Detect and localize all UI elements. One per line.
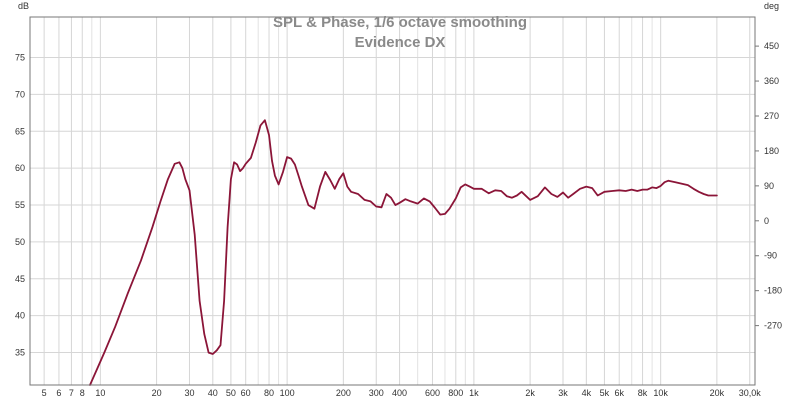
y2-axis-unit: deg xyxy=(764,1,779,11)
y2-tick-label: -180 xyxy=(764,286,782,296)
x-axis: 5 6 7 8 10 20 30 40 50 60 80 100 200 300 400 600 800 1k 2k… xyxy=(42,388,762,398)
x-tick-label: 1k xyxy=(469,388,479,398)
y2-tick-label: 90 xyxy=(764,181,774,191)
x-tick-label: 3k xyxy=(558,388,568,398)
x-tick-label: 800 xyxy=(448,388,463,398)
x-tick-label: 7 xyxy=(69,388,74,398)
x-tick-label: 200 xyxy=(336,388,351,398)
y2-tick-label: 450 xyxy=(764,41,779,51)
y-tick-label: 35 xyxy=(15,348,25,358)
x-tick-label: 50 xyxy=(226,388,236,398)
plot-frame xyxy=(29,16,756,386)
x-tick-label: 40 xyxy=(208,388,218,398)
y-tick-label: 45 xyxy=(15,274,25,284)
y-axis-right: -270 -180 -90 0 90 180 270 360 450 xyxy=(755,41,782,331)
y-tick-label: 65 xyxy=(15,126,25,136)
x-tick-label: 5 xyxy=(42,388,47,398)
x-tick-label: 2k xyxy=(525,388,535,398)
x-tick-label: 10 xyxy=(95,388,105,398)
x-tick-label: 8 xyxy=(80,388,85,398)
x-tick-label: 8k xyxy=(638,388,648,398)
x-tick-label: 20k xyxy=(710,388,725,398)
grid xyxy=(30,17,755,385)
x-tick-label: 5k xyxy=(600,388,610,398)
y2-tick-label: -90 xyxy=(764,251,777,261)
y-tick-label: 70 xyxy=(15,89,25,99)
x-tick-label: 400 xyxy=(392,388,407,398)
y2-tick-label: 180 xyxy=(764,146,779,156)
x-tick-label: 20 xyxy=(152,388,162,398)
series-layer xyxy=(89,119,718,386)
spl-series-line-0 xyxy=(89,119,718,386)
chart-title: SPL & Phase, 1/6 octave smoothing xyxy=(273,14,527,31)
x-tick-label: 30,0k xyxy=(739,388,762,398)
x-tick-label: 100 xyxy=(280,388,295,398)
y2-tick-label: 360 xyxy=(764,76,779,86)
x-tick-label: 6 xyxy=(56,388,61,398)
y2-tick-label: 270 xyxy=(764,111,779,121)
x-tick-label: 6k xyxy=(614,388,624,398)
y-axis-unit: dB xyxy=(18,1,29,11)
x-tick-label: 4k xyxy=(582,388,592,398)
y-tick-label: 55 xyxy=(15,200,25,210)
x-tick-label: 30 xyxy=(184,388,194,398)
y2-tick-label: -270 xyxy=(764,321,782,331)
x-tick-label: 10k xyxy=(653,388,668,398)
y2-tick-label: 0 xyxy=(764,216,769,226)
chart-subtitle: Evidence DX xyxy=(355,34,446,51)
y-axis-left: 35 40 45 50 55 60 65 70 75 xyxy=(15,53,25,358)
y-tick-label: 50 xyxy=(15,237,25,247)
x-tick-label: 300 xyxy=(369,388,384,398)
x-tick-label: 600 xyxy=(425,388,440,398)
x-tick-label: 60 xyxy=(241,388,251,398)
y-tick-label: 60 xyxy=(15,163,25,173)
y-tick-label: 75 xyxy=(15,53,25,63)
y-tick-label: 40 xyxy=(15,311,25,321)
x-tick-label: 80 xyxy=(264,388,274,398)
